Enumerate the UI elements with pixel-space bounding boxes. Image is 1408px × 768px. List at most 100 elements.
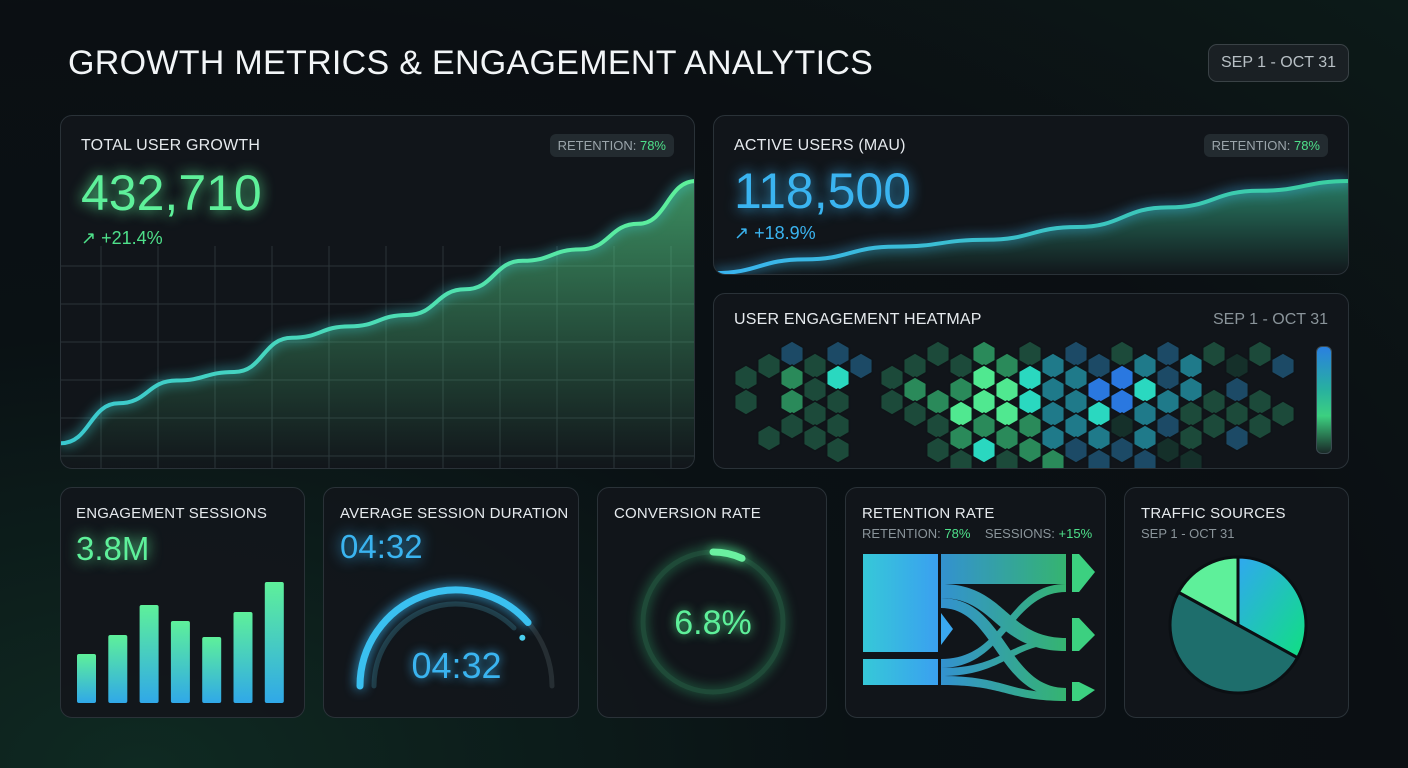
retention-value: 78%: [944, 526, 971, 541]
ring-progress: [639, 548, 787, 696]
heatmap-cell: [1178, 448, 1204, 468]
heatmap-cell: [1224, 424, 1250, 452]
active-users-card: ACTIVE USERS (MAU) RETENTION: 78% 118,50…: [713, 115, 1349, 275]
heatmap-cell: [1132, 376, 1158, 404]
sankey-flow: [941, 676, 1066, 701]
heatmap-grid: [733, 340, 1296, 468]
card-title: ENGAGEMENT SESSIONS: [76, 505, 268, 522]
bar: [264, 582, 284, 703]
heatmap-cell: [825, 340, 851, 368]
heatmap-cell: [1247, 340, 1273, 368]
heatmap-cell: [779, 412, 805, 440]
traffic-date-range: SEP 1 - OCT 31: [1141, 526, 1235, 541]
heatmap-cell: [1201, 340, 1227, 368]
sankey-target-arrow: [1072, 618, 1095, 651]
heatmap-cell: [879, 388, 905, 416]
heatmap-cell: [971, 412, 997, 440]
session-duration-card: AVERAGE SESSION DURATION 04:32 04:32: [323, 487, 579, 718]
heatmap-cell: [1017, 364, 1043, 392]
date-range-button[interactable]: SEP 1 - OCT 31: [1208, 44, 1349, 82]
heatmap-cell: [971, 340, 997, 368]
traffic-sources-card: TRAFFIC SOURCES SEP 1 - OCT 31: [1124, 487, 1349, 718]
heatmap-cell: [948, 424, 974, 452]
badge-label: RETENTION:: [1211, 138, 1291, 153]
conversion-ring: [639, 548, 787, 696]
series-line: [61, 179, 694, 446]
heatmap-cell: [802, 400, 828, 428]
heatmap-cell: [1132, 424, 1158, 452]
heatmap-cell: [802, 376, 828, 404]
heatmap-cell: [1132, 352, 1158, 380]
total-user-growth-card: TOTAL USER GROWTH RETENTION: 78% 432,710…: [60, 115, 695, 469]
heatmap-cell: [1109, 340, 1135, 368]
heatmap-cell: [879, 364, 905, 392]
heatmap-cell: [848, 352, 874, 380]
sankey-mid-arrow: [941, 613, 953, 645]
heatmap-cell: [1270, 352, 1296, 380]
sankey-flow: [941, 638, 1066, 676]
badge-label: RETENTION:: [557, 138, 637, 153]
heatmap-cell: [825, 436, 851, 464]
heatmap-cell: [1155, 436, 1181, 464]
heatmap-cell: [1109, 412, 1135, 440]
retention-badge: RETENTION: 78%: [549, 134, 674, 157]
retention-rate-card: RETENTION RATE RETENTION: 78% SESSIONS: …: [845, 487, 1106, 718]
heatmap-cell: [925, 388, 951, 416]
heatmap-cell: [1270, 400, 1296, 428]
heatmap-cell: [902, 352, 928, 380]
mau-area-chart: [714, 178, 1348, 274]
heatmap-cell: [1017, 436, 1043, 464]
heatmap-cell: [1017, 388, 1043, 416]
series-line: [714, 178, 1348, 274]
retention-label: RETENTION:: [862, 526, 941, 541]
heatmap-cell: [1201, 412, 1227, 440]
badge-value: 78%: [1293, 138, 1320, 153]
heatmap-cell: [925, 412, 951, 440]
card-title: RETENTION RATE: [862, 505, 995, 522]
sankey-target-arrow: [1072, 554, 1095, 592]
sessions-bar-chart: [77, 582, 284, 703]
sessions-label: SESSIONS:: [984, 526, 1055, 541]
heatmap-cell: [1178, 424, 1204, 452]
bar: [139, 605, 159, 703]
heatmap-cell: [825, 412, 851, 440]
heatmap-cell: [1109, 436, 1135, 464]
heatmap-cell: [1155, 388, 1181, 416]
page-title: GROWTH METRICS & ENGAGEMENT ANALYTICS: [68, 44, 874, 82]
card-title: TRAFFIC SOURCES: [1141, 505, 1286, 522]
heatmap-cell: [971, 436, 997, 464]
heatmap-cell: [948, 448, 974, 468]
pie-slice: [1168, 590, 1300, 695]
sankey-flow: [941, 598, 1066, 698]
heatmap-cell: [1063, 388, 1089, 416]
card-title: ACTIVE USERS (MAU): [734, 137, 906, 154]
sankey-flow: [941, 584, 1066, 668]
heatmap-cell: [1017, 340, 1043, 368]
duration-value: 04:32: [340, 528, 423, 565]
bar: [202, 637, 222, 703]
heatmap-cell: [971, 388, 997, 416]
heatmap-cell: [756, 352, 782, 380]
heatmap-cell: [902, 400, 928, 428]
heatmap-cell: [825, 364, 851, 392]
heatmap-cell: [1040, 400, 1066, 428]
heatmap-cell: [948, 352, 974, 380]
heatmap-cell: [1247, 412, 1273, 440]
heatmap-cell: [779, 364, 805, 392]
heatmap-cell: [1086, 424, 1112, 452]
heatmap-cell: [1040, 424, 1066, 452]
heatmap-cell: [1155, 364, 1181, 392]
heatmap-cell: [1063, 364, 1089, 392]
heatmap-cell: [1109, 388, 1135, 416]
card-title: CONVERSION RATE: [614, 505, 761, 522]
heatmap-cell: [1063, 436, 1089, 464]
heatmap-cell: [1224, 400, 1250, 428]
heatmap-cell: [733, 388, 759, 416]
heatmap-cell: [733, 364, 759, 392]
engagement-sessions-card: ENGAGEMENT SESSIONS 3.8M: [60, 487, 305, 718]
heatmap-cell: [802, 424, 828, 452]
heatmap-cell: [1155, 340, 1181, 368]
engagement-heatmap-card: USER ENGAGEMENT HEATMAP SEP 1 - OCT 31: [713, 293, 1349, 469]
heatmap-cell: [925, 340, 951, 368]
heatmap-cell: [1155, 412, 1181, 440]
